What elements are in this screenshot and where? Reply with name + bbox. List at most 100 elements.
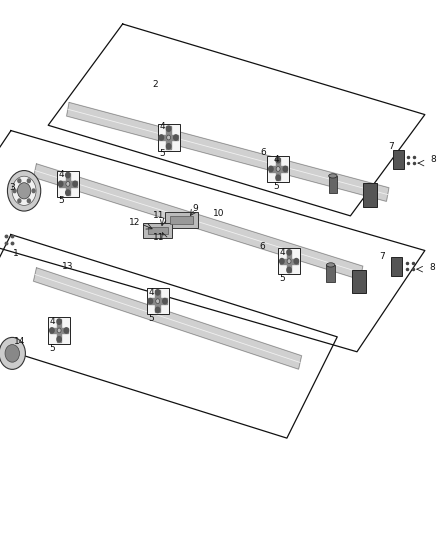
Circle shape [59, 181, 63, 187]
Bar [353, 270, 366, 293]
Circle shape [166, 143, 171, 149]
Circle shape [50, 328, 54, 333]
Polygon shape [34, 268, 301, 369]
Circle shape [66, 173, 70, 178]
Circle shape [57, 328, 61, 333]
Circle shape [57, 319, 61, 324]
Text: 7: 7 [388, 142, 394, 151]
Circle shape [279, 259, 284, 264]
Circle shape [166, 126, 171, 132]
Polygon shape [148, 298, 167, 304]
Text: 5: 5 [273, 182, 279, 191]
Polygon shape [66, 173, 70, 195]
Bar [57, 171, 79, 197]
Circle shape [66, 190, 70, 195]
Bar [364, 183, 377, 207]
Circle shape [57, 337, 61, 342]
Bar [393, 150, 404, 169]
Text: 4: 4 [280, 248, 285, 256]
Circle shape [13, 189, 16, 192]
Text: 5: 5 [159, 149, 165, 158]
Polygon shape [34, 164, 363, 280]
Circle shape [155, 290, 160, 295]
Text: 4: 4 [159, 123, 165, 131]
Polygon shape [166, 126, 171, 149]
Ellipse shape [328, 174, 337, 178]
Bar [166, 212, 198, 228]
Text: 10: 10 [213, 209, 225, 217]
Circle shape [276, 158, 280, 163]
Circle shape [7, 171, 41, 211]
Polygon shape [159, 135, 178, 140]
Circle shape [18, 199, 21, 203]
Circle shape [148, 298, 152, 304]
Circle shape [276, 166, 280, 172]
Text: 6: 6 [259, 242, 265, 251]
Text: 5: 5 [49, 344, 56, 352]
Bar [326, 265, 335, 282]
Bar [147, 288, 169, 314]
Polygon shape [50, 328, 68, 333]
Circle shape [66, 181, 70, 187]
Circle shape [73, 181, 77, 187]
Circle shape [283, 166, 287, 172]
Circle shape [0, 337, 25, 369]
Text: 8: 8 [430, 263, 436, 272]
Circle shape [276, 175, 280, 180]
Text: 8: 8 [431, 156, 437, 164]
Text: 4: 4 [59, 170, 64, 179]
Bar [48, 317, 70, 344]
Circle shape [166, 135, 170, 140]
Bar [267, 156, 289, 182]
Text: 5: 5 [279, 274, 286, 283]
Text: 7: 7 [379, 253, 385, 261]
Polygon shape [155, 290, 160, 312]
Bar [328, 176, 337, 193]
Circle shape [27, 179, 30, 183]
Text: 1: 1 [13, 249, 19, 258]
Text: 5: 5 [148, 314, 154, 323]
Circle shape [12, 176, 36, 205]
Bar [391, 257, 402, 276]
Circle shape [159, 135, 163, 140]
Bar [170, 215, 193, 224]
Text: 5: 5 [58, 197, 64, 205]
Bar [158, 124, 180, 151]
Text: 4: 4 [273, 156, 279, 164]
Text: 14: 14 [14, 337, 25, 345]
Text: 11: 11 [153, 233, 164, 241]
Text: 2: 2 [153, 80, 158, 88]
Text: 4: 4 [50, 317, 55, 326]
Circle shape [173, 135, 178, 140]
Circle shape [287, 249, 291, 255]
Text: 11: 11 [153, 211, 164, 220]
Bar [143, 223, 172, 238]
Circle shape [18, 179, 21, 183]
Ellipse shape [326, 263, 335, 267]
Circle shape [18, 183, 31, 199]
Polygon shape [280, 259, 298, 264]
Circle shape [163, 298, 167, 304]
Polygon shape [57, 319, 61, 342]
Polygon shape [59, 181, 77, 187]
Circle shape [156, 298, 159, 304]
Text: 13: 13 [62, 262, 74, 271]
Circle shape [5, 344, 19, 362]
Text: 4: 4 [148, 288, 154, 296]
Polygon shape [67, 102, 389, 201]
Text: 6: 6 [260, 148, 266, 157]
Polygon shape [276, 158, 280, 180]
Circle shape [287, 259, 291, 264]
Bar [278, 248, 300, 274]
Circle shape [287, 267, 291, 273]
Circle shape [64, 328, 69, 333]
Text: 3: 3 [9, 183, 15, 192]
Circle shape [32, 189, 35, 192]
Polygon shape [287, 250, 291, 272]
Circle shape [294, 259, 299, 264]
Text: 12: 12 [129, 219, 141, 227]
Circle shape [155, 307, 160, 312]
Text: 9: 9 [192, 205, 198, 213]
Circle shape [268, 166, 273, 172]
Polygon shape [269, 166, 287, 172]
